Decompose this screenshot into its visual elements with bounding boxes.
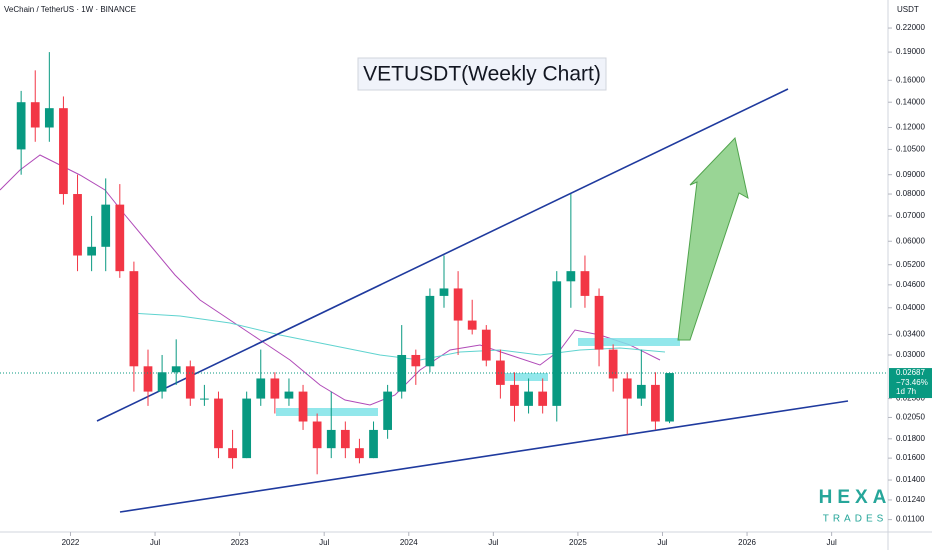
y-tick-label: 0.02300 xyxy=(896,394,925,403)
y-tick-label: 0.03000 xyxy=(896,350,925,359)
y-tick-label: 0.01600 xyxy=(896,453,925,462)
plot xyxy=(16,52,674,475)
candle-body xyxy=(101,204,111,247)
candle-body xyxy=(524,391,533,406)
candle-body xyxy=(538,391,548,406)
candle-body xyxy=(481,329,491,361)
candle-body xyxy=(580,271,590,296)
candle-body xyxy=(467,320,477,330)
x-tick-label: 2022 xyxy=(62,538,80,547)
candle-body xyxy=(411,354,421,367)
candle-body xyxy=(200,398,209,400)
zone xyxy=(578,338,680,346)
y-tick-label: 0.06000 xyxy=(896,236,925,245)
axis-unit: USDT xyxy=(897,5,919,14)
candle-body xyxy=(214,398,223,449)
candle-body xyxy=(439,288,449,296)
candle-body xyxy=(298,391,308,422)
trendline xyxy=(119,400,849,513)
y-tick-label: 0.04000 xyxy=(896,303,925,312)
candle-body xyxy=(425,295,435,367)
candle-body xyxy=(16,102,26,150)
candle-body xyxy=(312,421,322,449)
x-tick-label: 2026 xyxy=(738,538,756,547)
candle-body xyxy=(340,429,350,449)
candle-body xyxy=(73,194,82,256)
y-tick-label: 0.22000 xyxy=(896,23,925,32)
price-label-box xyxy=(889,368,932,399)
candle-body xyxy=(59,108,68,195)
candle-body xyxy=(383,391,392,430)
candle-body xyxy=(256,378,266,399)
candle-body xyxy=(566,271,576,282)
candle-body xyxy=(608,349,618,379)
countdown: 1d 7h xyxy=(896,387,916,396)
y-tick-label: 0.03400 xyxy=(896,330,925,339)
y-tick-label: 0.04600 xyxy=(896,280,925,289)
logo: TRADES xyxy=(823,514,888,525)
y-tick-label: 0.12000 xyxy=(896,123,925,132)
x-tick-label: Jul xyxy=(827,538,837,547)
y-tick-label: 0.01240 xyxy=(896,495,925,504)
x-tick-label: 2025 xyxy=(569,538,587,547)
candle-body xyxy=(157,372,167,392)
candle-body xyxy=(270,378,280,399)
y-tick-label: 0.08000 xyxy=(896,189,925,198)
y-tick-label: 0.05200 xyxy=(896,260,925,269)
chart-title: VETUSDT(Weekly Chart) xyxy=(363,63,601,86)
price-change: −73.46% xyxy=(896,378,928,387)
y-tick-label: 0.10500 xyxy=(896,145,925,154)
candle-body xyxy=(622,378,632,399)
x-tick-label: 2024 xyxy=(400,538,418,547)
candle-body xyxy=(185,366,195,399)
y-tick-label: 0.16000 xyxy=(896,75,925,84)
candle-body xyxy=(129,271,139,367)
candle-body xyxy=(453,288,463,321)
y-tick-label: 0.14000 xyxy=(896,97,925,106)
candle-body xyxy=(228,448,237,459)
x-tick-label: Jul xyxy=(150,538,160,547)
candle-body xyxy=(44,108,54,128)
x-tick-label: Jul xyxy=(488,538,498,547)
x-tick-label: Jul xyxy=(319,538,329,547)
candle-body xyxy=(355,448,364,459)
candle-body xyxy=(87,246,96,256)
candle-body xyxy=(496,360,505,385)
title-box xyxy=(357,57,607,91)
candle-body xyxy=(284,391,294,399)
candle-body xyxy=(171,366,181,373)
y-tick-label: 0.01800 xyxy=(896,434,925,443)
y-tick-label: 0.01100 xyxy=(896,515,925,524)
y-tick-label: 0.19000 xyxy=(896,47,925,56)
y-tick-label: 0.07000 xyxy=(896,211,925,220)
x-tick-label: 2023 xyxy=(231,538,249,547)
arrow xyxy=(677,136,749,341)
candle-body xyxy=(636,384,646,399)
candle-body xyxy=(665,373,674,422)
candle-body xyxy=(552,281,562,406)
zone xyxy=(276,408,378,416)
price-label: 0.02687 xyxy=(896,368,925,377)
candle-body xyxy=(651,384,660,422)
candle-body xyxy=(115,204,125,272)
trendline xyxy=(96,88,789,422)
candle-body xyxy=(594,295,604,350)
zone xyxy=(505,373,548,381)
candle-body xyxy=(510,384,519,406)
candle-body xyxy=(326,429,336,449)
candle-body xyxy=(143,366,153,392)
candle-body xyxy=(369,429,378,459)
candle-body xyxy=(397,354,407,392)
y-tick-label: 0.02050 xyxy=(896,413,925,422)
header: VeChain / TetherUS · 1W · BINANCE xyxy=(4,5,136,14)
logo: HEXA xyxy=(819,487,892,508)
y-tick-label: 0.09000 xyxy=(896,170,925,179)
candle-body xyxy=(242,398,252,459)
y-tick-label: 0.01400 xyxy=(896,475,925,484)
x-tick-label: Jul xyxy=(657,538,667,547)
candle-body xyxy=(30,102,40,128)
